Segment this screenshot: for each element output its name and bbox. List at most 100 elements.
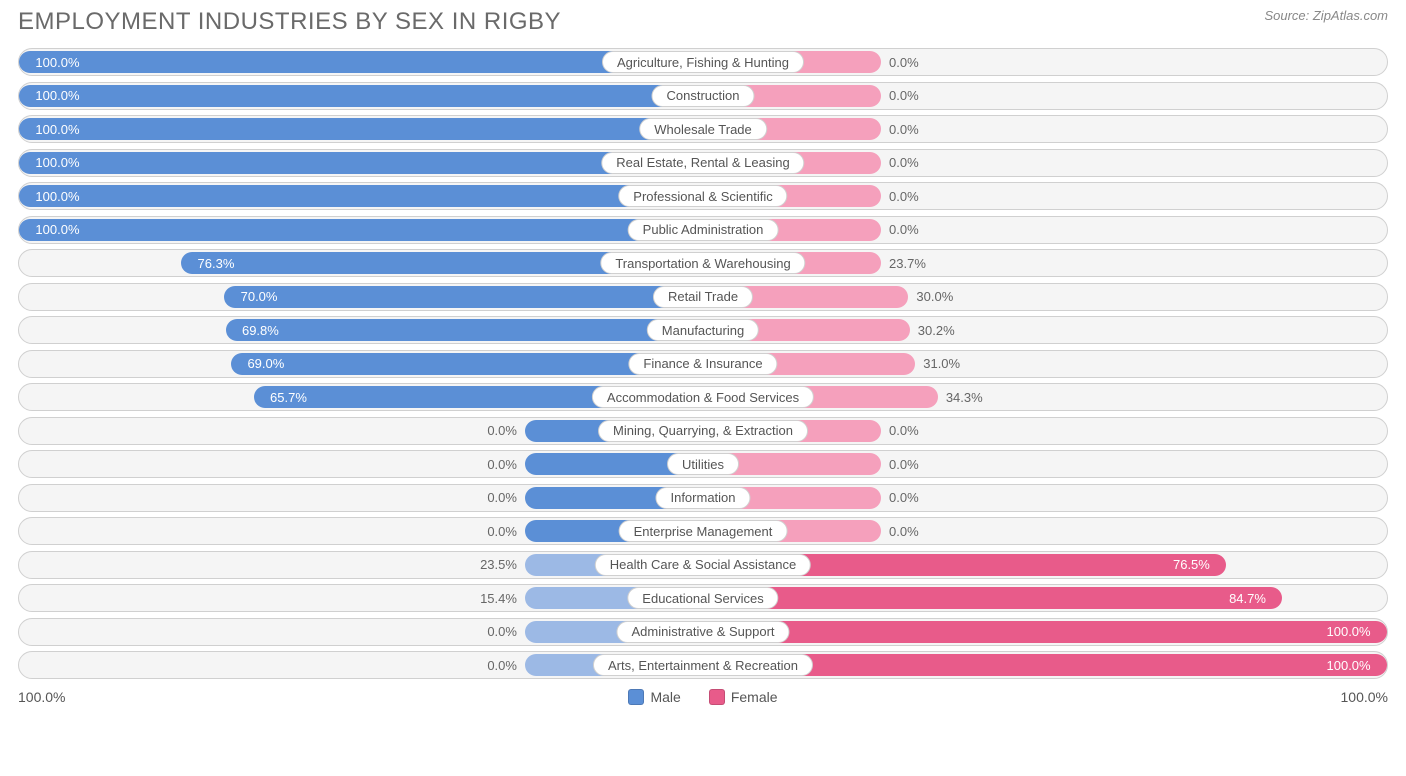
row-track: Public Administration100.0%0.0% — [18, 216, 1388, 244]
row-track: Utilities 0.0% 0.0% — [18, 450, 1388, 478]
row-track: Retail Trade 70.0% 30.0% — [18, 283, 1388, 311]
chart-row: Arts, Entertainment & Recreation 0.0% 100.… — [18, 651, 1388, 679]
male-value: 69.8% — [242, 317, 279, 343]
male-value: 0.0% — [487, 485, 517, 511]
male-value: 69.0% — [247, 351, 284, 377]
row-track: Administrative & Support 0.0% 100.0% — [18, 618, 1388, 646]
legend-label: Female — [731, 689, 778, 705]
row-track: Agriculture, Fishing & Hunting 100.0% 0.0% — [18, 48, 1388, 76]
male-value: 100.0% — [35, 49, 79, 75]
category-label: Arts, Entertainment & Recreation — [593, 654, 813, 676]
chart-header: EMPLOYMENT INDUSTRIES BY SEX IN RIGBY So… — [0, 0, 1406, 40]
female-value: 30.0% — [916, 284, 953, 310]
chart-row: Utilities 0.0% 0.0% — [18, 450, 1388, 478]
female-value: 76.5% — [1173, 552, 1210, 578]
row-track: Mining, Quarrying, & Extraction 0.0% 0.0% — [18, 417, 1388, 445]
female-value: 23.7% — [889, 250, 926, 276]
female-value: 0.0% — [889, 83, 919, 109]
male-bar — [19, 185, 703, 207]
category-label: Retail Trade — [653, 286, 753, 308]
female-value: 0.0% — [889, 49, 919, 75]
category-label: Enterprise Management — [619, 520, 788, 542]
chart-row: Public Administration100.0%0.0% — [18, 216, 1388, 244]
category-label: Information — [655, 487, 750, 509]
chart-row: Retail Trade 70.0% 30.0% — [18, 283, 1388, 311]
category-label: Professional & Scientific — [618, 185, 787, 207]
category-label: Health Care & Social Assistance — [595, 554, 811, 576]
male-bar — [19, 85, 703, 107]
row-track: Professional & Scientific100.0%0.0% — [18, 182, 1388, 210]
female-value: 0.0% — [889, 150, 919, 176]
category-label: Real Estate, Rental & Leasing — [601, 152, 804, 174]
male-value: 70.0% — [241, 284, 278, 310]
male-value: 0.0% — [487, 518, 517, 544]
chart-row: Manufacturing 69.8% 30.2% — [18, 316, 1388, 344]
chart-row: Wholesale Trade100.0%0.0% — [18, 115, 1388, 143]
category-label: Manufacturing — [647, 319, 759, 341]
female-value: 0.0% — [889, 485, 919, 511]
row-track: Enterprise Management 0.0% 0.0% — [18, 517, 1388, 545]
male-value: 76.3% — [198, 250, 235, 276]
female-value: 100.0% — [1327, 619, 1371, 645]
chart-body: Agriculture, Fishing & Hunting 100.0% 0.0%… — [0, 40, 1406, 687]
chart-title: EMPLOYMENT INDUSTRIES BY SEX IN RIGBY — [18, 8, 561, 36]
male-value: 23.5% — [480, 552, 517, 578]
male-bar — [19, 219, 703, 241]
female-value: 30.2% — [918, 317, 955, 343]
chart-row: Professional & Scientific100.0%0.0% — [18, 182, 1388, 210]
category-label: Mining, Quarrying, & Extraction — [598, 420, 808, 442]
male-bar — [19, 118, 703, 140]
legend-swatch — [709, 689, 725, 705]
male-value: 100.0% — [35, 183, 79, 209]
category-label: Finance & Insurance — [628, 353, 777, 375]
male-value: 100.0% — [35, 150, 79, 176]
chart-row: Transportation & Warehousing 76.3% 23.7% — [18, 249, 1388, 277]
male-value: 0.0% — [487, 451, 517, 477]
female-value: 0.0% — [889, 451, 919, 477]
legend-item: Female — [709, 689, 778, 705]
row-track: Accommodation & Food Services 65.7% 34.3% — [18, 383, 1388, 411]
male-bar — [19, 51, 703, 73]
category-label: Accommodation & Food Services — [592, 386, 814, 408]
row-track: Health Care & Social Assistance 23.5% 76.5… — [18, 551, 1388, 579]
male-value: 15.4% — [480, 585, 517, 611]
female-value: 31.0% — [923, 351, 960, 377]
female-bar — [703, 587, 1282, 609]
female-value: 0.0% — [889, 518, 919, 544]
chart-row: Agriculture, Fishing & Hunting 100.0% 0.0% — [18, 48, 1388, 76]
row-track: Manufacturing 69.8% 30.2% — [18, 316, 1388, 344]
chart-footer: 100.0% Male Female 100.0% — [0, 687, 1406, 715]
chart-row: Enterprise Management 0.0% 0.0% — [18, 517, 1388, 545]
male-bar — [226, 319, 703, 341]
chart-row: Administrative & Support 0.0% 100.0% — [18, 618, 1388, 646]
legend: Male Female — [65, 689, 1340, 705]
chart-row: Accommodation & Food Services 65.7% 34.3% — [18, 383, 1388, 411]
female-value: 100.0% — [1327, 652, 1371, 678]
category-label: Construction — [652, 85, 755, 107]
axis-right-label: 100.0% — [1341, 689, 1388, 705]
male-value: 0.0% — [487, 619, 517, 645]
chart-row: Health Care & Social Assistance 23.5% 76.5… — [18, 551, 1388, 579]
female-value: 34.3% — [946, 384, 983, 410]
category-label: Agriculture, Fishing & Hunting — [602, 51, 804, 73]
chart-row: Information 0.0% 0.0% — [18, 484, 1388, 512]
male-value: 0.0% — [487, 418, 517, 444]
legend-label: Male — [650, 689, 680, 705]
category-label: Wholesale Trade — [639, 118, 767, 140]
legend-item: Male — [628, 689, 680, 705]
female-value: 0.0% — [889, 116, 919, 142]
row-track: Arts, Entertainment & Recreation 0.0% 100.… — [18, 651, 1388, 679]
axis-left-label: 100.0% — [18, 689, 65, 705]
male-bar — [224, 286, 703, 308]
category-label: Educational Services — [627, 587, 778, 609]
male-value: 65.7% — [270, 384, 307, 410]
male-value: 0.0% — [487, 652, 517, 678]
row-track: Information 0.0% 0.0% — [18, 484, 1388, 512]
category-label: Transportation & Warehousing — [600, 252, 805, 274]
legend-swatch — [628, 689, 644, 705]
row-track: Wholesale Trade100.0%0.0% — [18, 115, 1388, 143]
female-value: 0.0% — [889, 418, 919, 444]
category-label: Utilities — [667, 453, 739, 475]
chart-row: Finance & Insurance 69.0% 31.0% — [18, 350, 1388, 378]
category-label: Administrative & Support — [616, 621, 789, 643]
